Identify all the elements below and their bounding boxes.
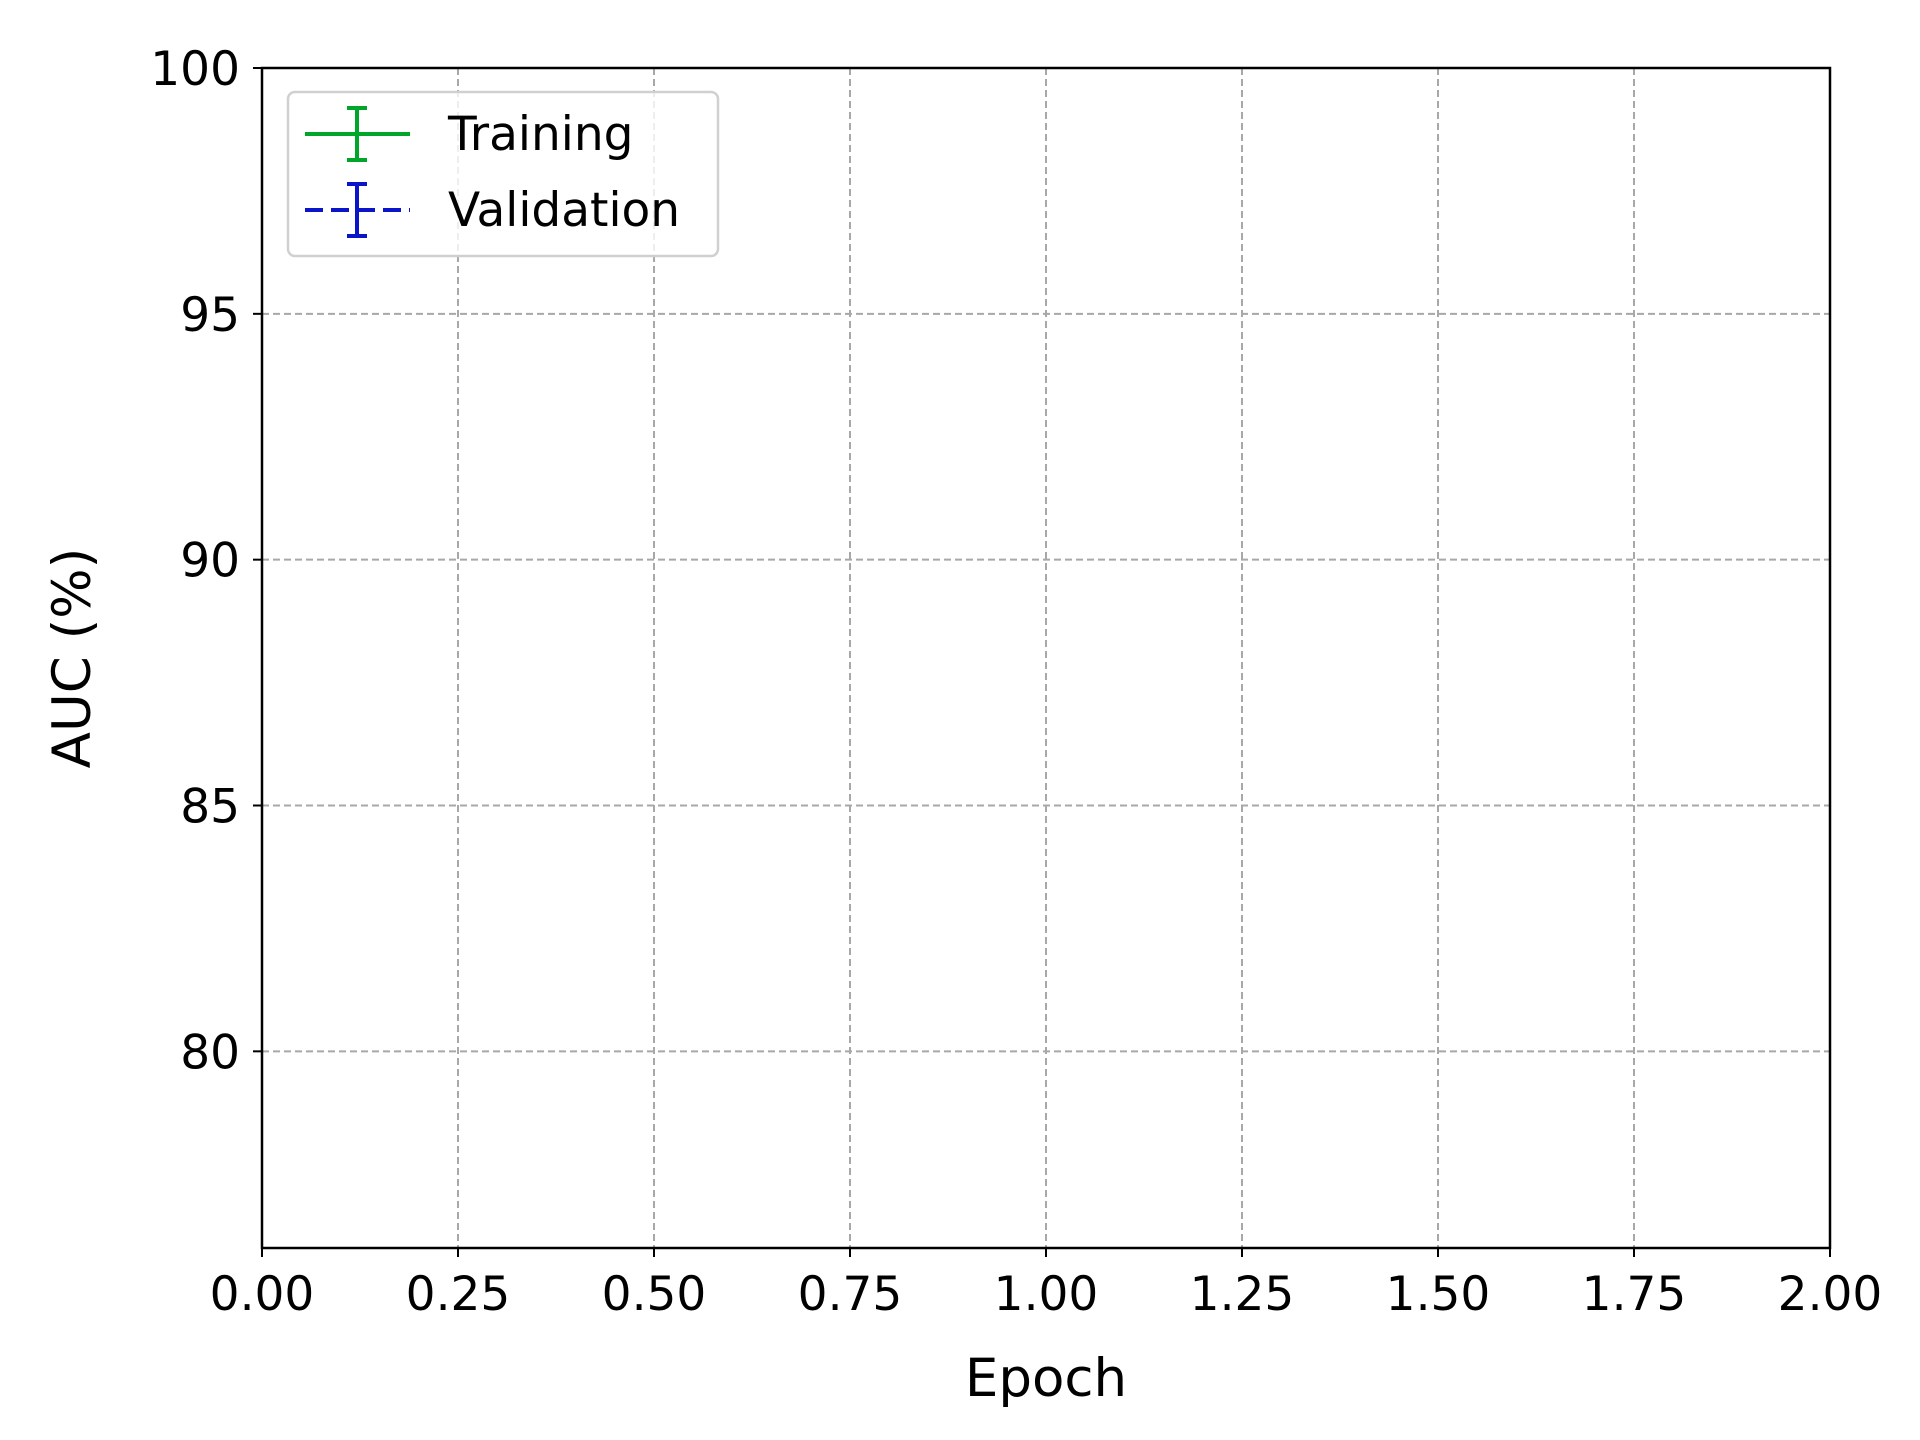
x-axis-label: Epoch — [965, 1348, 1127, 1409]
y-tick-label: 85 — [180, 780, 240, 835]
legend: Training Validation — [286, 90, 720, 258]
x-tick-label: 0.75 — [798, 1267, 903, 1322]
legend-entry: Training — [305, 106, 633, 162]
x-tick-label: 1.50 — [1386, 1267, 1491, 1322]
x-tick-label: 2.00 — [1778, 1267, 1883, 1322]
x-tick-label: 1.75 — [1582, 1267, 1687, 1322]
y-axis-label: AUC (%) — [42, 548, 103, 769]
legend-label: Validation — [448, 183, 680, 238]
y-tick-label: 90 — [180, 534, 240, 589]
legend-label: Training — [447, 107, 633, 162]
y-tick-label: 100 — [150, 42, 240, 97]
x-tick-label: 0.00 — [210, 1267, 315, 1322]
x-tick-label: 1.25 — [1190, 1267, 1295, 1322]
axis-ticks: 0.00 0.25 0.50 0.75 1.00 1.25 1.50 1.75 2.00 80 85… — [150, 42, 1882, 1322]
x-tick-label: 0.25 — [406, 1267, 511, 1322]
legend-entry: Validation — [305, 182, 680, 238]
y-tick-label: 80 — [180, 1025, 240, 1080]
x-tick-label: 0.50 — [602, 1267, 707, 1322]
y-tick-label: 95 — [180, 288, 240, 343]
x-tick-label: 1.00 — [994, 1267, 1099, 1322]
